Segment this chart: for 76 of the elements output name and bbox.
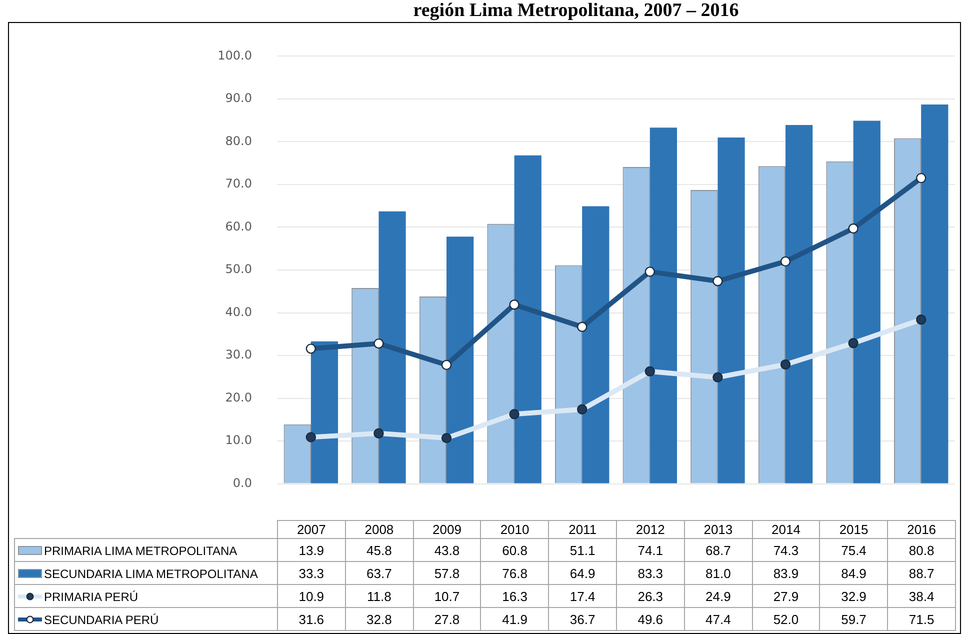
data-label: 47.4: [684, 608, 752, 630]
data-label: 64.9: [548, 562, 616, 584]
data-label: 17.4: [548, 584, 616, 608]
data-label: 68.7: [684, 538, 752, 562]
legend-label: SECUNDARIA LIMA METROPOLITANA: [44, 566, 258, 580]
legend-label: PRIMARIA PERÚ: [44, 589, 138, 604]
x-tick-label: 2011: [548, 520, 616, 538]
data-label: 32.9: [820, 584, 888, 608]
data-label: 27.8: [413, 608, 481, 630]
x-tick-label: 2013: [684, 520, 752, 538]
data-label: 51.1: [548, 538, 616, 562]
data-label: 16.3: [480, 584, 549, 608]
data-label: 24.9: [684, 584, 752, 608]
data-label: 74.3: [752, 538, 820, 562]
data-label: 10.9: [278, 584, 346, 608]
data-label: 32.8: [345, 608, 414, 630]
y-tick-label: 40.0: [225, 304, 252, 319]
data-label: 33.3: [278, 562, 346, 584]
y-tick-label: 80.0: [225, 134, 252, 148]
data-label: 27.9: [752, 584, 820, 608]
data-label: 11.8: [345, 584, 414, 608]
bar: [446, 236, 474, 484]
data-label: 26.3: [616, 584, 684, 608]
y-tick-label: 70.0: [225, 176, 252, 191]
data-label: 88.7: [888, 562, 956, 584]
bar: [310, 341, 338, 484]
x-tick-label: 2016: [888, 520, 956, 538]
legend-label: SECUNDARIA PERÚ: [44, 612, 159, 626]
data-label: 83.9: [752, 562, 820, 584]
data-label: 43.8: [413, 538, 481, 562]
x-tick-label: 2007: [278, 520, 346, 538]
data-label: 13.9: [278, 538, 346, 562]
chart-title: región Lima Metropolitana, 2007 – 2016: [412, 0, 740, 22]
x-tick-label: 2009: [413, 520, 481, 538]
data-label: 59.7: [820, 608, 888, 630]
y-tick-label: 100.0: [218, 48, 252, 62]
data-label: 57.8: [413, 562, 481, 584]
data-label: 38.4: [888, 584, 956, 608]
data-label: 81.0: [684, 562, 752, 584]
legend-label: PRIMARIA LIMA METROPOLITANA: [44, 543, 238, 558]
data-label: 31.6: [278, 608, 346, 630]
y-tick-label: 0.0: [232, 476, 252, 490]
data-label: 76.8: [480, 562, 549, 584]
data-label: 36.7: [548, 608, 616, 630]
data-label: 52.0: [752, 608, 820, 630]
y-tick-label: 90.0: [225, 91, 252, 106]
bar: [786, 125, 813, 484]
y-tick-label: 10.0: [225, 433, 252, 448]
data-label: 84.9: [820, 562, 888, 584]
data-label: 75.4: [820, 538, 888, 562]
data-label: 83.3: [616, 562, 684, 584]
bar: [853, 120, 880, 484]
data-label: 45.8: [345, 538, 414, 562]
bar: [921, 104, 948, 484]
data-label: 49.6: [616, 608, 684, 630]
x-tick-label: 2015: [820, 520, 888, 538]
data-label: 74.1: [616, 538, 684, 562]
y-tick-label: 60.0: [225, 219, 252, 234]
data-label: 71.5: [888, 608, 956, 630]
y-tick-label: 30.0: [225, 348, 252, 362]
data-label: 80.8: [888, 538, 956, 562]
bar: [514, 155, 542, 484]
data-label: 10.7: [413, 584, 481, 608]
y-tick-label: 20.0: [225, 390, 252, 404]
x-tick-label: 2010: [480, 520, 549, 538]
data-label: 41.9: [480, 608, 549, 630]
bar: [650, 128, 678, 484]
y-tick-label: 50.0: [225, 262, 252, 276]
bar: [718, 137, 745, 484]
data-label: 63.7: [345, 562, 414, 584]
x-tick-label: 2008: [345, 520, 414, 538]
bar: [378, 211, 406, 484]
x-tick-label: 2012: [616, 520, 684, 538]
x-tick-label: 2014: [752, 520, 820, 538]
bar: [582, 206, 610, 484]
data-label: 60.8: [480, 538, 549, 562]
